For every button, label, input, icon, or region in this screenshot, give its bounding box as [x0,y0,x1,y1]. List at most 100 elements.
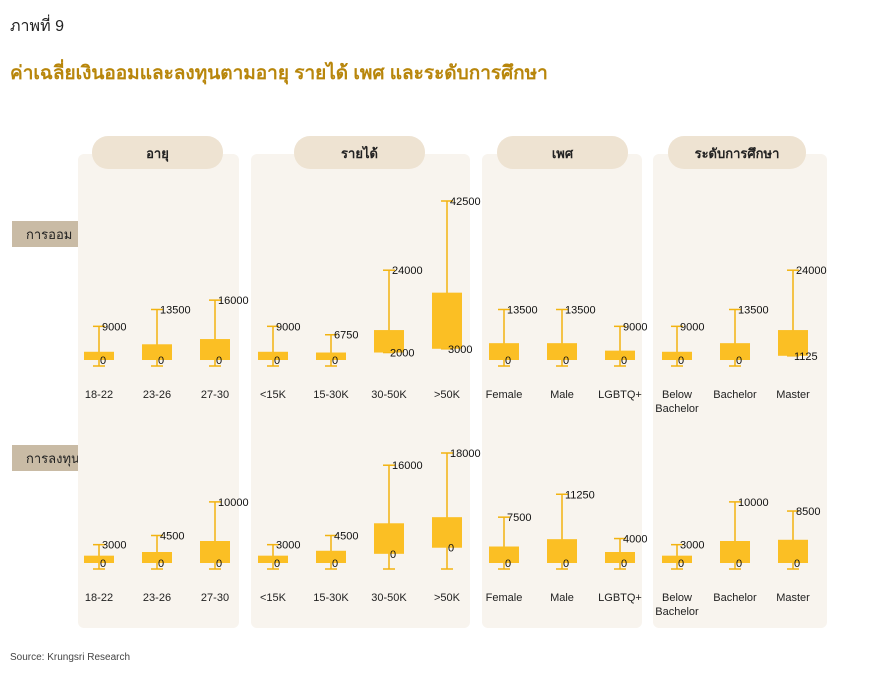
category-tick-label: Male [550,389,574,401]
category-tick-label: Bachelor [655,606,699,618]
category-tick-label: Female [486,592,523,604]
min-label: 0 [100,355,106,367]
min-label: 0 [274,558,280,570]
source-note: Source: Krungsri Research [10,652,131,663]
max-label: 3000 [276,540,300,552]
panel-header-3 [668,136,806,169]
min-label: 0 [274,355,280,367]
max-label: 13500 [507,304,538,316]
category-tick-label: Below [662,389,692,401]
chart-title: ค่าเฉลี่ยเงินออมและลงทุนตามอายุ รายได้ เ… [10,63,548,84]
box-saving [432,292,462,349]
min-label: 0 [736,355,742,367]
min-label: 0 [678,558,684,570]
panel-header-label: ระดับการศึกษา [695,146,780,161]
panel-3 [653,154,827,628]
figure-label: ภาพที่ 9 [10,18,64,35]
max-label: 4500 [334,531,358,543]
max-label: 16000 [392,460,423,472]
category-tick-label: Male [550,592,574,604]
min-label: 0 [563,355,569,367]
category-tick-label: Female [486,389,523,401]
category-tick-label: 30-50K [371,389,407,401]
max-label: 24000 [392,265,423,277]
box-investment [662,555,692,563]
box-saving [316,352,346,360]
panel-0 [78,154,239,628]
min-label: 0 [100,558,106,570]
box-saving [778,330,808,356]
category-tick-label: Master [776,592,810,604]
min-label: 0 [332,558,338,570]
min-label: 0 [736,558,742,570]
category-tick-label: <15K [260,389,287,401]
box-investment [142,552,172,563]
panel-header-label: รายได้ [341,145,378,161]
min-label: 0 [158,558,164,570]
category-tick-label: Below [662,592,692,604]
category-tick-label: 15-30K [313,389,349,401]
min-label: 0 [563,558,569,570]
min-label: 3000 [448,344,472,356]
category-tick-label: >50K [434,389,461,401]
box-saving [547,343,577,360]
box-investment [432,517,462,548]
min-label: 1125 [794,351,818,363]
box-investment [778,539,808,563]
max-label: 8500 [796,506,820,518]
max-label: 10000 [738,497,769,509]
panel-header-label: เพศ [552,146,574,161]
min-label: 0 [216,355,222,367]
min-label: 0 [390,549,396,561]
panel-header-label: อายุ [146,146,169,162]
box-investment [84,555,114,563]
category-tick-label: <15K [260,592,287,604]
min-label: 0 [216,558,222,570]
box-saving [720,343,750,360]
box-investment [374,523,404,554]
min-label: 0 [448,543,454,555]
box-investment [720,541,750,563]
min-label: 0 [621,355,627,367]
max-label: 3000 [680,540,704,552]
row-label-investment: การลงทุน [12,445,88,471]
min-label: 0 [505,355,511,367]
category-tick-label: LGBTQ+ [598,592,642,604]
panel-1 [251,154,470,628]
max-label: 11250 [565,489,595,501]
category-tick-label: Bachelor [713,592,757,604]
box-saving [489,343,519,360]
category-tick-label: >50K [434,592,461,604]
min-label: 0 [678,355,684,367]
category-tick-label: 23-26 [143,592,171,604]
category-tick-label: 18-22 [85,592,113,604]
max-label: 10000 [218,497,249,509]
category-tick-label: 30-50K [371,592,407,604]
max-label: 9000 [623,321,647,333]
min-label: 0 [332,355,338,367]
panel-2 [482,154,642,628]
category-tick-label: 23-26 [143,389,171,401]
box-saving [662,351,692,360]
category-tick-label: 18-22 [85,389,113,401]
row-label-saving: การออม [12,221,88,247]
panel-header-0 [92,136,223,169]
max-label: 18000 [450,448,481,460]
min-label: 0 [621,558,627,570]
box-saving [258,351,288,360]
panel-header-1 [294,136,425,169]
max-label: 9000 [276,321,300,333]
panel-header-2 [497,136,628,169]
box-saving [200,339,230,360]
box-saving [84,351,114,360]
box-investment [489,546,519,563]
min-label: 0 [158,355,164,367]
max-label: 42500 [450,196,481,208]
min-label: 0 [505,558,511,570]
box-investment [258,555,288,563]
category-tick-label: Master [776,389,810,401]
box-saving [605,350,635,360]
box-investment [605,552,635,563]
box-saving [142,344,172,360]
